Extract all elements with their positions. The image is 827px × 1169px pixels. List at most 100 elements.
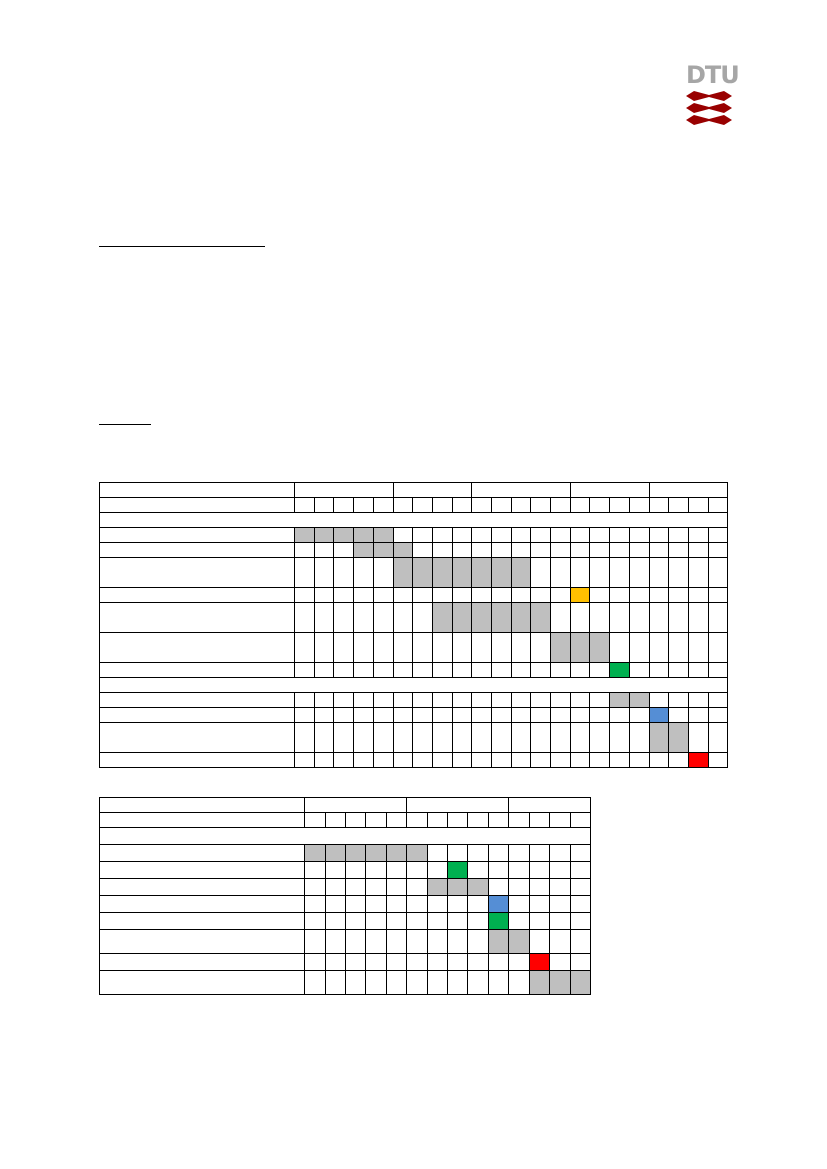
week-cell [426, 861, 449, 879]
week-cell [707, 587, 729, 603]
week-header-cell [385, 812, 408, 828]
week-header-cell [313, 497, 335, 513]
week-cell [628, 707, 650, 723]
task-label-cell [99, 662, 295, 678]
week-cell [668, 692, 689, 708]
week-cell [451, 707, 473, 723]
week-cell [471, 707, 492, 723]
week-cell [313, 542, 335, 558]
week-cell [392, 722, 414, 753]
week-header-cell [550, 497, 571, 513]
week-cell [628, 527, 650, 543]
week-cell [668, 707, 689, 723]
week-cell [668, 632, 689, 663]
week-cell [313, 722, 335, 753]
week-cell [508, 861, 530, 879]
week-cell [510, 722, 532, 753]
gantt-table-2 [98, 797, 592, 995]
week-cell [467, 861, 489, 879]
week-cell [412, 632, 433, 663]
activity-cell [451, 557, 473, 588]
header-label-cell [98, 797, 306, 813]
task-row [98, 878, 592, 896]
week-cell [569, 844, 592, 862]
week-cell [510, 707, 532, 723]
month-header-cell [648, 482, 729, 498]
week-cell [510, 587, 532, 603]
week-cell [385, 953, 408, 971]
task-label-cell [99, 707, 295, 723]
task-label-cell [99, 587, 295, 603]
week-cell [313, 557, 335, 588]
week-cell [324, 970, 346, 995]
week-header-cell [372, 497, 394, 513]
activity-cell [510, 557, 532, 588]
activity-cell [324, 844, 346, 862]
week-cell [549, 953, 571, 971]
week-cell [589, 707, 611, 723]
week-cell [589, 752, 611, 768]
week-cell [530, 662, 551, 678]
week-cell [508, 912, 530, 930]
task-row [99, 527, 729, 543]
logo-mark-icon [686, 91, 732, 125]
activity-cell [471, 602, 492, 633]
week-cell [569, 662, 591, 678]
week-cell [487, 970, 510, 995]
week-cell [294, 542, 315, 558]
task-label-cell [98, 895, 306, 913]
week-header-cell [412, 497, 433, 513]
week-header-cell [451, 497, 473, 513]
task-row [98, 861, 592, 879]
task-label-cell [98, 878, 306, 896]
week-header-cell [406, 812, 428, 828]
week-header-cell [508, 812, 530, 828]
week-cell [426, 929, 449, 954]
week-cell [668, 527, 689, 543]
month-header-cell [294, 482, 394, 498]
week-cell [447, 929, 469, 954]
week-cell [304, 929, 326, 954]
week-cell [487, 861, 510, 879]
week-cell [412, 602, 433, 633]
activity-cell [431, 602, 453, 633]
task-row [98, 844, 592, 862]
week-cell [412, 527, 433, 543]
week-cell [353, 722, 374, 753]
activity-cell [628, 692, 650, 708]
section-cell [98, 677, 729, 693]
week-cell [431, 542, 453, 558]
week-cell [344, 895, 367, 913]
activity-cell [372, 542, 394, 558]
activity-cell [471, 557, 492, 588]
week-cell [569, 895, 592, 913]
week-cell [467, 929, 489, 954]
week-cell [569, 602, 591, 633]
week-header-cell [589, 497, 611, 513]
week-cell [609, 722, 630, 753]
task-row [99, 587, 729, 603]
activity-cell [530, 602, 551, 633]
activity-cell [569, 970, 592, 995]
week-header-cell [687, 497, 709, 513]
week-cell [392, 527, 414, 543]
activity-cell [304, 844, 326, 862]
task-row [99, 602, 729, 633]
week-cell [508, 970, 530, 995]
week-cell [550, 602, 571, 633]
week-header-cell [530, 497, 551, 513]
week-cell [471, 752, 492, 768]
task-label-cell [98, 844, 306, 862]
week-cell [687, 692, 709, 708]
task-row [98, 895, 592, 913]
week-header-cell [324, 812, 346, 828]
week-cell [609, 707, 630, 723]
week-cell [447, 895, 469, 913]
week-cell [490, 707, 512, 723]
week-cell [569, 912, 592, 930]
milestone-cell [687, 752, 709, 768]
week-header-cell [294, 497, 315, 513]
activity-cell [447, 878, 469, 896]
activity-cell [668, 722, 689, 753]
week-cell [412, 662, 433, 678]
